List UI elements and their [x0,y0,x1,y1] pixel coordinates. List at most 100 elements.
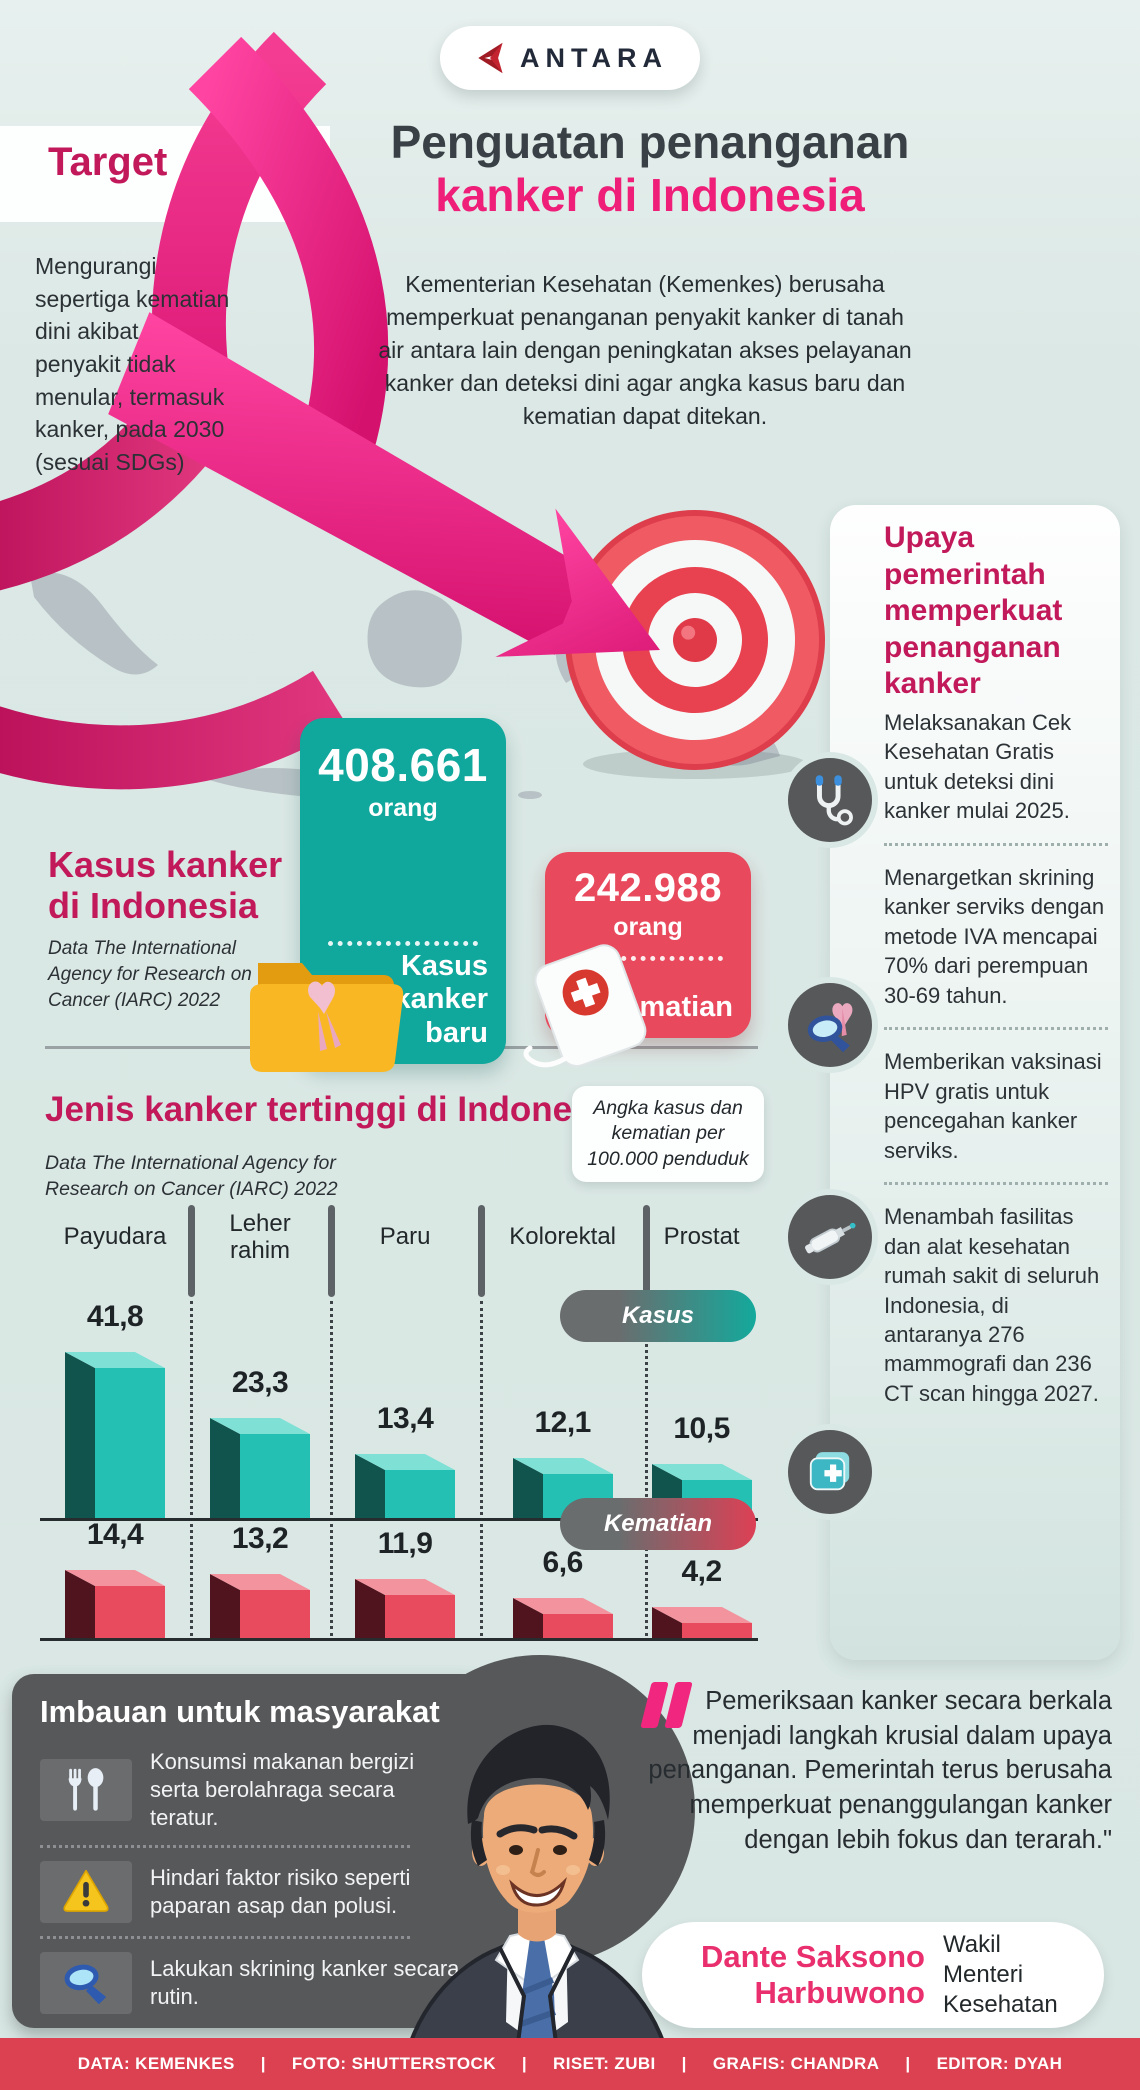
speaker-name: Dante Saksono Harbuwono [701,1939,925,2010]
dotted-separator [40,1936,410,1940]
efforts-panel [830,505,1120,1660]
dotted-separator [884,842,1108,846]
chart-category-label: Leher rahim [229,1210,291,1264]
column-separator [478,1205,485,1297]
bar-3d [355,1579,456,1638]
new-cases-label: Kasus kanker baru [394,949,488,1049]
effort-item-text: Melaksanakan Cek Kesehatan Gratis untuk … [884,710,1072,824]
bar-value-label: 6,6 [542,1546,584,1579]
effort-item-text: Menargetkan skrining kanker serviks deng… [884,864,1105,1008]
column-dotted-line [645,1301,648,1636]
bar-cell: 11,9 [330,1527,480,1638]
advice-item: Lakukan skrining kanker secara rutin. [40,1952,460,2015]
cases-heading: Kasus kanker di Indonesia [48,844,283,926]
cancer-types-chart: Payudara Leher rahim Paru Kolorektal Prostat… [40,1205,758,1642]
screening-magnifier-icon [782,977,878,1073]
dotted-separator [40,1845,410,1849]
credit-item: RISET: ZUBI [553,2054,656,2073]
bar-value-label: 13,2 [231,1522,289,1555]
deaths-unit: orang [613,913,683,941]
efforts-list: Melaksanakan Cek Kesehatan Gratis untuk … [884,708,1108,1408]
intro-paragraph: Kementerian Kesehatan (Kemenkes) berusah… [378,271,912,429]
chart-note: Angka kasus dan kematian per 100.000 pen… [572,1086,764,1182]
chart-category-label: Payudara [63,1223,167,1251]
bar-cell: 12,1 [480,1406,645,1518]
column-separator [188,1205,195,1297]
bar-value-label: 12,1 [534,1406,591,1439]
advice-item-text: Hindari faktor risiko seperti paparan as… [150,1865,411,1919]
column-dotted-line [480,1301,483,1636]
credit-item: DATA: KEMENKES [77,2054,235,2073]
bar-3d [651,1607,752,1638]
chart-source: Data The International Agency for Resear… [45,1152,338,1201]
bar-value-label: 14,4 [86,1518,144,1551]
title-line2: kanker di Indonesia [435,169,865,222]
bar-value-label: 11,9 [377,1527,433,1560]
kematian-bar-row: 14,4 13,2 11,9 6,6 4,2 [40,1518,758,1638]
credit-item: GRAFIS: CHANDRA [712,2054,880,2073]
chart-category-label: Kolorektal [509,1223,617,1251]
advice-item: Konsumsi makanan bergizi serta berolahra… [40,1748,460,1832]
kematian-legend-pill: Kematian [560,1498,756,1550]
medical-tag-icon [523,944,647,1068]
bar-value-label: 4,2 [681,1555,722,1588]
target-body: Mengurangi sepertiga kematian dini akiba… [35,253,230,475]
dotted-divider [328,941,478,946]
efforts-heading: Upaya pemerintah memperkuat penanganan k… [884,521,1063,701]
stethoscope-icon [782,752,878,848]
column-separator [328,1205,335,1297]
credit-separator: | [521,2054,528,2073]
logo-text: ANTARA [520,42,668,73]
chart-category-label: Prostat [663,1223,740,1251]
bar-3d [65,1570,166,1638]
bar-3d [355,1454,456,1518]
bar-cell: 13,4 [330,1402,480,1518]
speaker-title: Wakil Menteri Kesehatan [943,1931,1058,2018]
credit-separator: | [260,2054,266,2073]
cutlery-icon [40,1759,132,1822]
credit-item: EDITOR: DYAH [936,2054,1063,2073]
dotted-divider [573,956,723,961]
chart-category-label: Paru [379,1223,431,1251]
bar-cell: 6,6 [480,1546,645,1638]
cases-source: Data The International Agency for Resear… [48,938,252,1012]
bar-cell: 41,8 [40,1300,190,1518]
quote-text: Pemeriksaan kanker secara berkala menjad… [648,1687,1112,1854]
column-dotted-line [190,1301,193,1636]
credit-separator: | [905,2054,911,2073]
kasus-baseline [40,1518,758,1521]
bar-value-label: 23,3 [231,1366,289,1399]
kasus-legend-pill: Kasus [560,1290,756,1342]
bar-3d [512,1598,613,1638]
title-line1: Penguatan penanganan [390,116,910,168]
chart-category-headers: Payudara Leher rahim Paru Kolorektal Prostat [40,1210,758,1265]
advice-heading: Imbauan untuk masyarakat [40,1694,440,1729]
speaker-card: Dante Saksono Harbuwono Wakil Menteri Ke… [642,1922,1104,2028]
credit-separator: | [681,2054,687,2073]
credit-item: FOTO: SHUTTERSTOCK [291,2054,496,2073]
credits-bar: DATA: KEMENKES | FOTO: SHUTTERSTOCK | RISET:… [0,2038,1140,2090]
page-title: Penguatan penanganan kanker di Indonesia [330,116,970,223]
new-cases-unit: orang [368,794,438,822]
dotted-separator [884,1182,1108,1186]
warning-icon [40,1861,132,1924]
antara-logo: ANTARA [440,26,700,90]
first-aid-kit-icon [782,1424,878,1520]
new-cases-value: 408.661 [318,739,488,791]
syringe-icon [782,1189,878,1285]
deaths-value: 242.988 [573,866,723,910]
advice-item: Hindari faktor risiko seperti paparan as… [40,1861,460,1924]
magnifier-icon [40,1952,132,2015]
folder-icon [250,963,404,1072]
kematian-baseline [40,1638,758,1641]
bullseye-target-icon [565,510,825,779]
column-separator [643,1205,650,1297]
bar-3d [210,1574,311,1638]
official-portrait [397,1724,677,2090]
bar-3d [210,1418,311,1518]
bar-cell: 4,2 [645,1555,758,1638]
advice-item-text: Konsumsi makanan bergizi serta berolahra… [150,1749,415,1831]
bar-value-label: 13,4 [376,1402,434,1435]
bar-3d [65,1352,166,1518]
